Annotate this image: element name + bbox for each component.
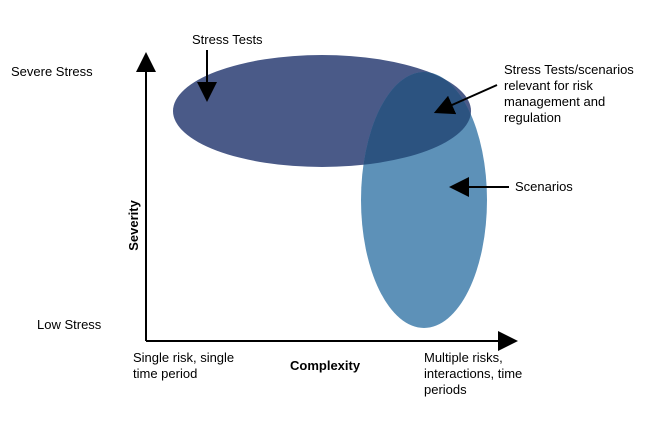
x-axis-right-label: Multiple risks, interactions, time perio… — [424, 350, 523, 397]
x-axis-title: Complexity — [290, 358, 361, 373]
low-stress-label: Low Stress — [37, 317, 102, 332]
x-axis-left-label: Single risk, single time period — [133, 350, 235, 381]
scenarios-label: Scenarios — [515, 179, 573, 194]
y-axis-title: Severity — [125, 200, 141, 251]
stress-tests-label: Stress Tests — [192, 32, 263, 47]
severe-stress-label: Severe Stress — [11, 64, 93, 79]
overlap-arrow — [433, 84, 498, 115]
overlap-label: Stress Tests/scenarios relevant for risk… — [504, 62, 634, 125]
